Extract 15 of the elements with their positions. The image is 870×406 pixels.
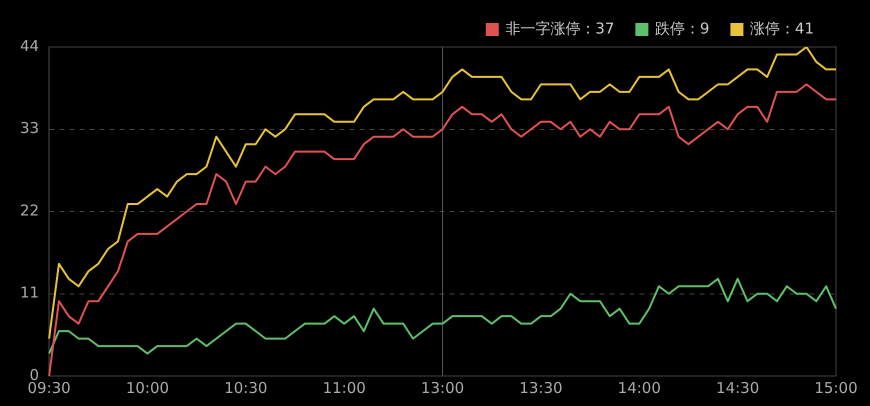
y-tick-label: 11 <box>20 284 40 302</box>
x-tick-label: 10:30 <box>224 378 268 397</box>
y-tick-label: 33 <box>20 119 40 138</box>
x-tick-label: 15:00 <box>814 378 858 397</box>
legend-label: 涨停：41 <box>750 19 814 38</box>
y-tick-label: 44 <box>20 36 40 55</box>
x-tick-label: 13:00 <box>420 378 464 397</box>
x-tick-label: 14:00 <box>618 378 661 397</box>
x-tick-label: 13:30 <box>519 378 563 397</box>
y-tick-label: 22 <box>20 201 40 220</box>
x-tick-label: 10:00 <box>126 378 170 397</box>
x-tick-label: 14:30 <box>716 378 760 397</box>
x-tick-label: 11:00 <box>322 378 366 397</box>
legend-label: 非一字涨停：37 <box>505 19 614 38</box>
legend-label: 跌停：9 <box>654 19 710 38</box>
